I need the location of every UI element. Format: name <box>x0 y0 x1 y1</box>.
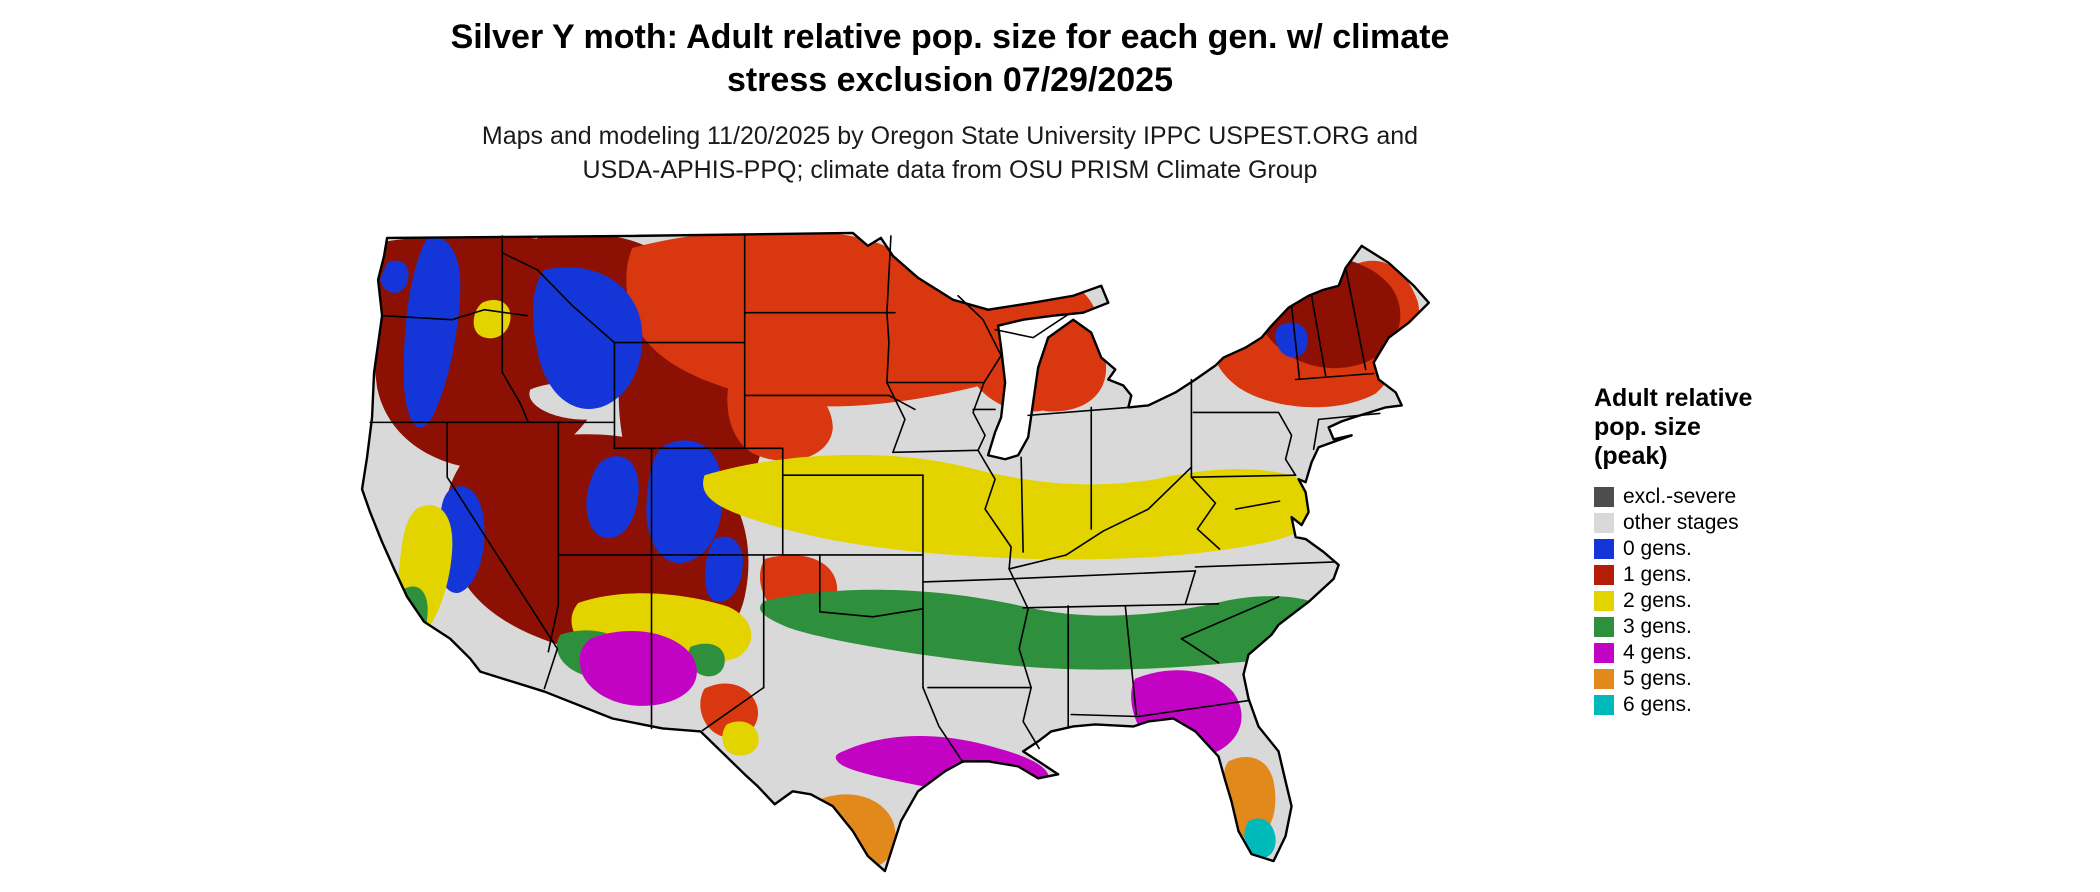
legend-title: Adult relative pop. size (peak) <box>1594 384 1874 470</box>
legend-item-1-gens: 1 gens. <box>1594 562 1874 588</box>
legend-swatch-5-gens-icon <box>1594 669 1614 690</box>
legend-item-3-gens: 3 gens. <box>1594 614 1874 640</box>
legend-item-4-gens: 4 gens. <box>1594 640 1874 666</box>
legend-swatch-3-gens-icon <box>1594 617 1614 638</box>
legend-item-label: excl.-severe <box>1623 485 1737 509</box>
figure-subtitle-line2: USDA-APHIS-PPQ; climate data from OSU PR… <box>582 155 1318 184</box>
legend-item-5-gens: 5 gens. <box>1594 666 1874 692</box>
legend-item-label: 2 gens. <box>1623 589 1692 613</box>
figure-title-line2: stress exclusion 07/29/2025 <box>726 60 1174 99</box>
legend-swatch-1-gens-icon <box>1594 565 1614 586</box>
legend-item-label: 3 gens. <box>1623 615 1692 639</box>
legend-swatch-2-gens-icon <box>1594 591 1614 612</box>
legend-item-6-gens: 6 gens. <box>1594 692 1874 718</box>
figure-subtitle-line1: Maps and modeling 11/20/2025 by Oregon S… <box>481 122 1419 150</box>
figure-title: Silver Y moth: Adult relative pop. size … <box>270 16 1630 102</box>
region-gens0 <box>380 237 1308 602</box>
figure-subtitle: Maps and modeling 11/20/2025 by Oregon S… <box>270 120 1630 187</box>
legend-title-line2: pop. size <box>1594 412 1701 441</box>
map-svg <box>360 231 1430 873</box>
legend-item-label: 1 gens. <box>1623 563 1692 587</box>
map-legend: Adult relative pop. size (peak) excl.-se… <box>1594 384 1874 718</box>
legend-item-2-gens: 2 gens. <box>1594 588 1874 614</box>
figure-title-line1: Silver Y moth: Adult relative pop. size … <box>450 18 1450 56</box>
legend-swatch-excl-severe-icon <box>1594 487 1614 508</box>
legend-title-line1: Adult relative <box>1594 384 1753 412</box>
legend-swatch-other-stages-icon <box>1594 513 1614 534</box>
legend-swatch-4-gens-icon <box>1594 643 1614 664</box>
legend-item-other-stages: other stages <box>1594 510 1874 536</box>
legend-item-excl-severe: excl.-severe <box>1594 484 1874 510</box>
legend-swatch-6-gens-icon <box>1594 695 1614 716</box>
legend-swatch-0-gens-icon <box>1594 539 1614 560</box>
region-gens6 <box>1244 818 1276 859</box>
region-gens2 <box>397 300 1324 756</box>
legend-item-label: 5 gens. <box>1623 667 1692 691</box>
legend-item-label: 4 gens. <box>1623 641 1692 665</box>
legend-item-label: 0 gens. <box>1623 537 1692 561</box>
state-borders <box>369 235 1381 764</box>
legend-title-line3: (peak) <box>1594 441 1668 470</box>
us-generations-map <box>332 208 1554 886</box>
legend-item-0-gens: 0 gens. <box>1594 536 1874 562</box>
legend-item-label: 6 gens. <box>1623 693 1692 717</box>
legend-item-label: other stages <box>1623 511 1739 535</box>
